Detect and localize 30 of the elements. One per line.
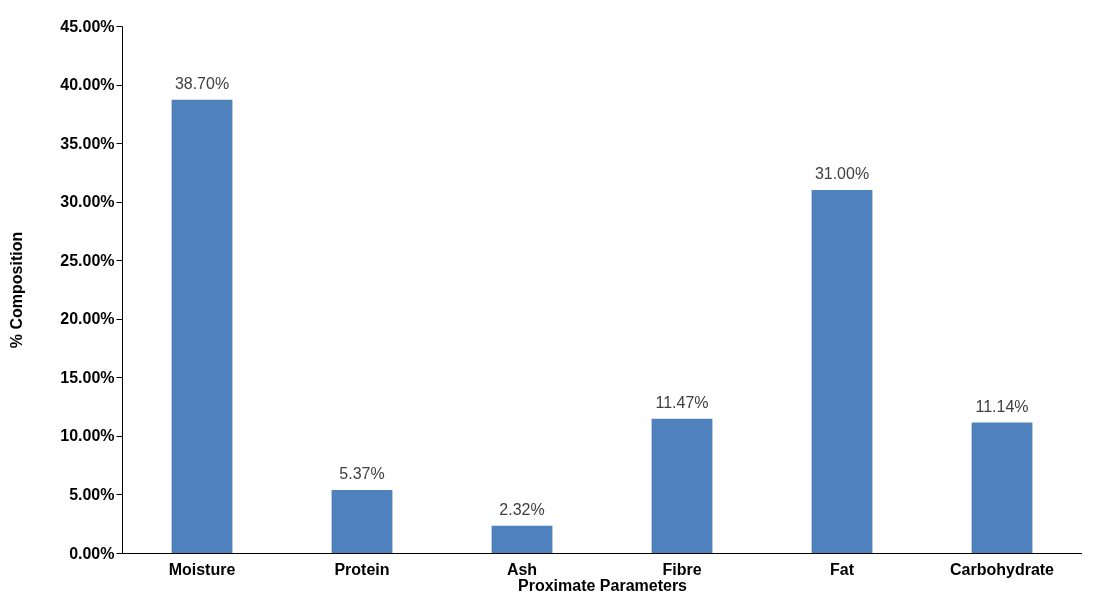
bar	[811, 189, 873, 553]
bar	[491, 525, 553, 553]
bar	[331, 490, 393, 553]
y-tick-label: 40.00%	[60, 76, 115, 94]
y-tick-label: 0.00%	[69, 544, 115, 562]
y-tick-label: 20.00%	[60, 310, 115, 328]
data-label: 11.47%	[655, 393, 709, 411]
data-label: 11.14%	[975, 397, 1029, 415]
y-tick-label: 10.00%	[60, 427, 115, 445]
data-label: 38.70%	[174, 74, 230, 92]
x-axis-title: Proximate Parameters	[518, 576, 688, 594]
y-tick-label: 30.00%	[60, 193, 115, 211]
x-tick-label: Fat	[830, 560, 855, 578]
x-tick-label: Moisture	[168, 560, 236, 578]
x-tick-label: Carbohydrate	[949, 560, 1055, 578]
data-label: 5.37%	[339, 465, 385, 483]
bar	[971, 422, 1033, 553]
bar	[171, 99, 233, 553]
x-tick-label: Fibre	[662, 560, 702, 578]
data-label: 31.00%	[814, 164, 870, 182]
y-axis-title: % Composition	[8, 231, 26, 349]
y-tick-label: 25.00%	[60, 251, 115, 269]
bar	[651, 418, 713, 553]
x-tick-label: Protein	[334, 560, 390, 578]
y-tick-label: 35.00%	[60, 134, 115, 152]
x-tick-label: Ash	[506, 560, 538, 578]
y-tick-label: 15.00%	[60, 368, 115, 386]
data-label: 2.32%	[499, 500, 545, 518]
y-tick-label: 5.00%	[69, 485, 115, 503]
y-tick-label: 45.00%	[60, 17, 115, 35]
